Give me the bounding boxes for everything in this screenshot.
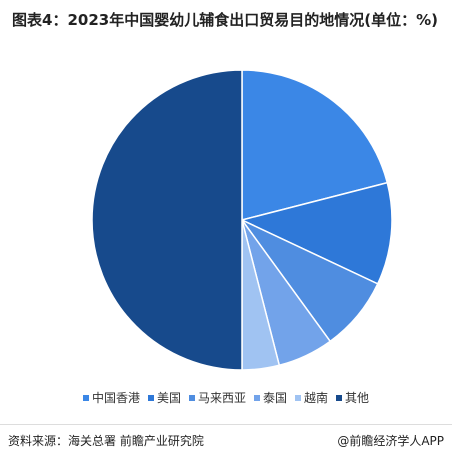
- legend-label: 越南: [304, 391, 329, 405]
- legend-swatch: [188, 394, 195, 401]
- pie-area: [91, 69, 393, 371]
- source: 资料来源：海关总署 前瞻产业研究院: [8, 434, 204, 448]
- legend-label: 其他: [345, 391, 370, 405]
- legend-item: 泰国: [254, 389, 287, 406]
- legend-swatch: [336, 394, 343, 401]
- legend-item: 美国: [147, 389, 181, 406]
- legend-swatch: [254, 394, 260, 401]
- legend-swatch: [82, 394, 89, 401]
- pie-slice: [239, 181, 393, 285]
- legend-item: 其他: [336, 389, 369, 406]
- legend-swatch: [295, 394, 302, 401]
- legend: 中国香港 美国 马来西亚 泰国 越南 其他: [0, 389, 452, 406]
- chart-title: 图表4：2023年中国婴幼儿辅食出口贸易目的地情况(单位：%): [12, 11, 438, 29]
- legend-label: 泰国: [263, 391, 288, 405]
- legend-label: 美国: [156, 391, 181, 405]
- pie-slice: [91, 69, 243, 371]
- legend-item: 越南: [295, 389, 328, 406]
- divider: [0, 424, 452, 425]
- legend-item: 中国香港: [82, 389, 140, 406]
- pie-slice: [241, 69, 389, 221]
- credit: @前瞻经济学人APP: [337, 434, 444, 448]
- legend-label: 马来西亚: [197, 391, 246, 405]
- legend-swatch: [147, 394, 154, 401]
- legend-item: 马来西亚: [188, 389, 246, 406]
- legend-label: 中国香港: [91, 391, 140, 405]
